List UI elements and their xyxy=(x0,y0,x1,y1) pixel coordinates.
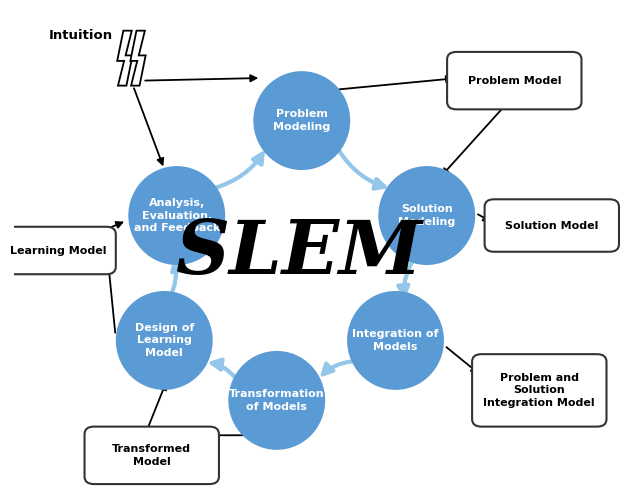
Ellipse shape xyxy=(228,351,325,450)
Text: Problem
Modeling: Problem Modeling xyxy=(273,109,330,132)
FancyBboxPatch shape xyxy=(484,199,619,252)
Text: Analysis,
Evaluation,
and Feedback: Analysis, Evaluation, and Feedback xyxy=(134,198,220,233)
Text: Solution
Modeling: Solution Modeling xyxy=(398,204,456,227)
FancyBboxPatch shape xyxy=(0,227,116,274)
FancyBboxPatch shape xyxy=(84,427,219,484)
Text: Solution Model: Solution Model xyxy=(505,220,598,230)
Ellipse shape xyxy=(347,291,444,390)
Text: SLEM: SLEM xyxy=(175,217,422,289)
Text: Transformation
of Models: Transformation of Models xyxy=(229,389,324,412)
Polygon shape xyxy=(117,31,132,86)
Ellipse shape xyxy=(128,166,225,265)
Text: Integration of
Models: Integration of Models xyxy=(352,329,439,352)
Text: Problem and
Solution
Integration Model: Problem and Solution Integration Model xyxy=(483,373,595,408)
Text: Design of
Learning
Model: Design of Learning Model xyxy=(134,323,194,358)
Text: Intuition: Intuition xyxy=(49,29,113,42)
FancyBboxPatch shape xyxy=(472,354,607,427)
Ellipse shape xyxy=(378,166,476,265)
Text: Problem Model: Problem Model xyxy=(468,76,561,86)
FancyBboxPatch shape xyxy=(447,52,582,109)
Text: Transformed
Model: Transformed Model xyxy=(112,444,191,466)
Polygon shape xyxy=(131,31,146,86)
Ellipse shape xyxy=(116,291,212,390)
Text: Learning Model: Learning Model xyxy=(10,245,106,256)
Ellipse shape xyxy=(253,71,350,170)
